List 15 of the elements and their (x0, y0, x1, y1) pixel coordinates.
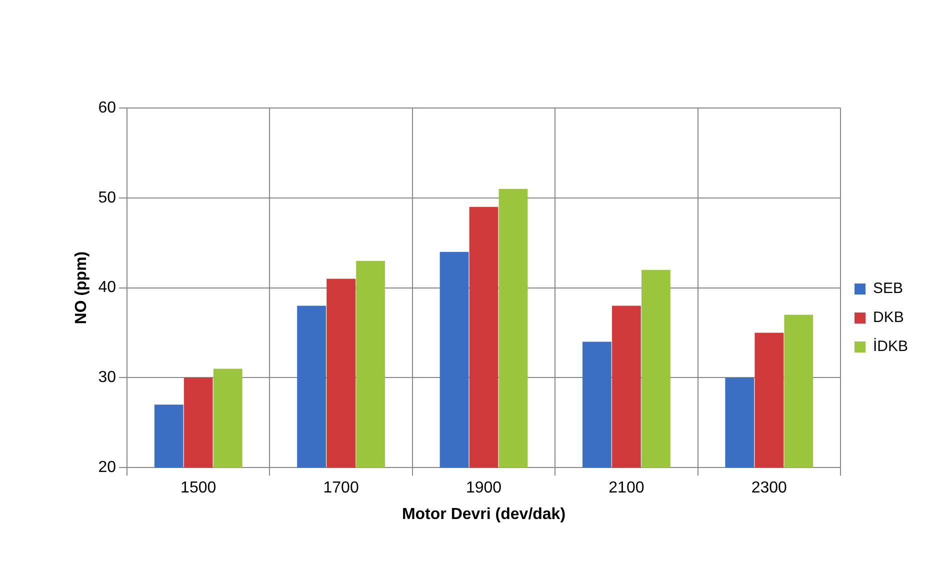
y-axis-title: NO (ppm) (73, 251, 90, 324)
x-tick-label: 1500 (180, 480, 216, 497)
legend-label: SEB (872, 280, 904, 298)
x-tick-label: 2100 (608, 480, 644, 497)
x-axis-title: Motor Devri (dev/dak) (402, 506, 566, 523)
y-tick-label: 30 (98, 369, 116, 386)
x-tick-label: 1700 (323, 480, 359, 497)
y-tick-label: 40 (98, 279, 116, 296)
x-tick-label: 2300 (751, 480, 788, 497)
y-tick-label: 50 (98, 189, 116, 206)
legend-label: İDKB (872, 337, 908, 356)
y-tick-label: 20 (98, 459, 116, 476)
x-tick-label: 1900 (466, 480, 502, 497)
legend-label: DKB (872, 309, 904, 326)
y-tick-label: 60 (98, 99, 116, 116)
